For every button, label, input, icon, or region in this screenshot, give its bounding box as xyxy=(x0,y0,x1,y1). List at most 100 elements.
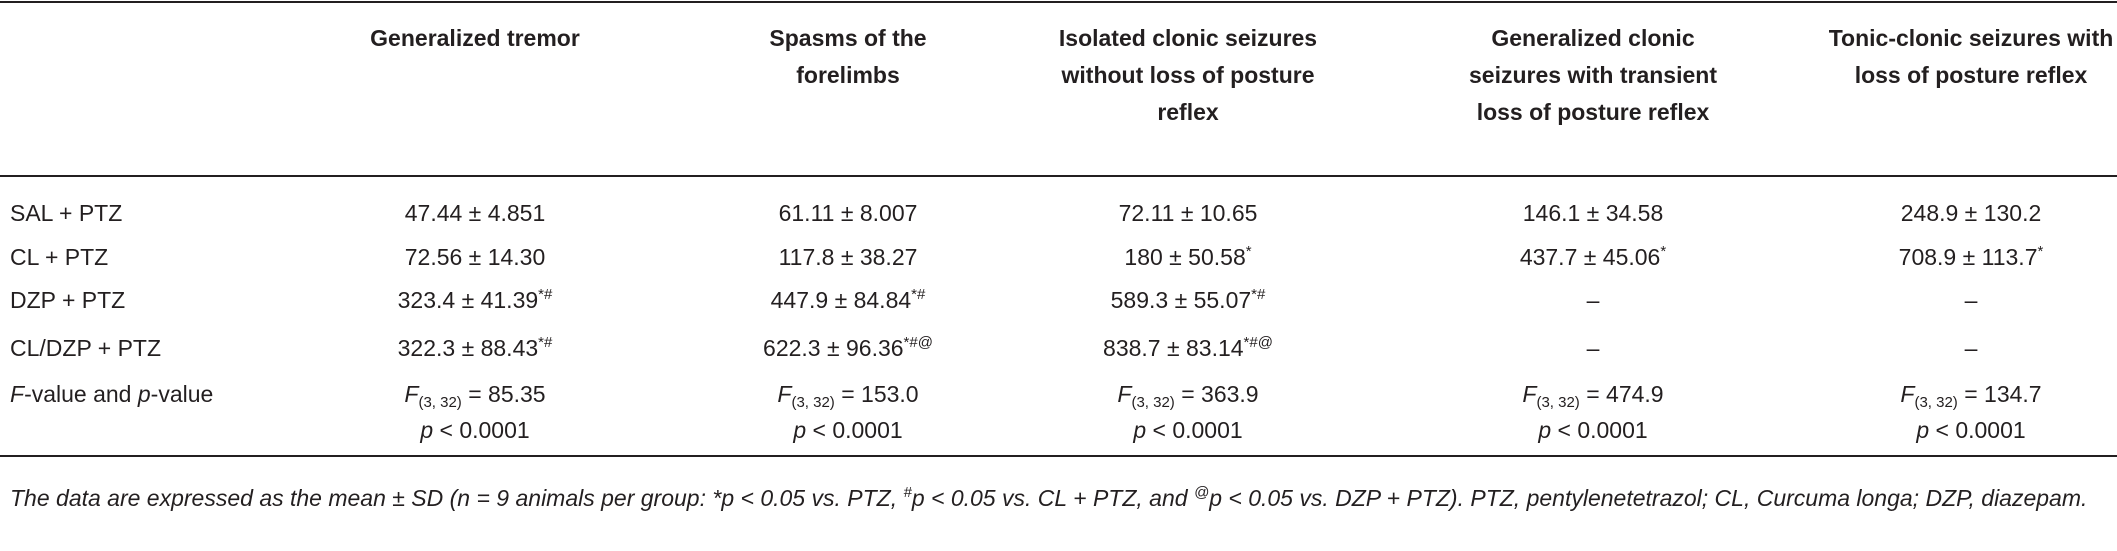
p-symbol: p xyxy=(793,417,807,443)
significance-mark: *#@ xyxy=(903,334,933,351)
stat-value: = 153.0 xyxy=(841,381,919,407)
cell-value: – xyxy=(1586,335,1600,361)
label-text: CL + PTZ xyxy=(10,244,109,270)
label-text: p xyxy=(137,381,151,407)
stat-symbol: F xyxy=(1522,381,1537,407)
p-value: < 0.0001 xyxy=(439,417,530,443)
label-text: -value and xyxy=(24,381,138,407)
stat-value: = 134.7 xyxy=(1964,381,2042,407)
stat-value: = 474.9 xyxy=(1586,381,1664,407)
significance-mark: * xyxy=(1660,243,1667,260)
p-symbol: p xyxy=(1538,417,1552,443)
row-label: DZP + PTZ xyxy=(10,282,125,318)
cell: 838.7 ± 83.14*#@ xyxy=(988,330,1388,366)
header-rule xyxy=(0,175,2117,177)
significance-mark: * xyxy=(1245,243,1252,260)
p-value: < 0.0001 xyxy=(1935,417,2026,443)
cell-value: 146.1 ± 34.58 xyxy=(1522,200,1664,226)
cell-value: 117.8 ± 38.27 xyxy=(778,244,918,270)
cell-value: 447.9 ± 84.84 xyxy=(770,287,912,313)
cell: 180 ± 50.58* xyxy=(988,239,1388,275)
column-header: Tonic-clonic seizures with loss of postu… xyxy=(1828,25,2114,88)
stat-symbol: F xyxy=(404,381,419,407)
label-text: SAL + PTZ xyxy=(10,200,123,226)
p-symbol: p xyxy=(1916,417,1930,443)
cell-value: 838.7 ± 83.14 xyxy=(1103,335,1244,361)
cell-value: 72.11 ± 10.65 xyxy=(1118,200,1258,226)
p-value: < 0.0001 xyxy=(1152,417,1243,443)
footnote-text: @ xyxy=(1193,484,1210,501)
p-value: < 0.0001 xyxy=(1557,417,1648,443)
cell: 589.3 ± 55.07*# xyxy=(988,282,1388,318)
degrees-of-freedom: (3, 32) xyxy=(1914,394,1958,411)
label-text: DZP + PTZ xyxy=(10,287,126,313)
column-header: Generalized tremor xyxy=(370,25,580,51)
cell: – xyxy=(1393,330,1793,366)
cell: F(3, 32) = 85.35 p < 0.0001 xyxy=(275,376,675,448)
cell: F(3, 32) = 474.9 p < 0.0001 xyxy=(1393,376,1793,448)
stat-value: = 363.9 xyxy=(1181,381,1259,407)
row-label: SAL + PTZ xyxy=(10,195,122,231)
cell: 72.11 ± 10.65 xyxy=(988,195,1388,231)
cell: – xyxy=(1771,330,2117,366)
significance-mark: *# xyxy=(538,334,553,351)
cell: – xyxy=(1393,282,1793,318)
cell: F(3, 32) = 134.7 p < 0.0001 xyxy=(1771,376,2117,448)
significance-mark: * xyxy=(2037,243,2044,260)
cell: 146.1 ± 34.58 xyxy=(1393,195,1793,231)
p-value: < 0.0001 xyxy=(812,417,903,443)
stat-symbol: F xyxy=(1900,381,1915,407)
column-header: Spasms of the forelimbs xyxy=(769,25,927,88)
footnote-text: p < 0.05 vs. DZP + PTZ). PTZ, pentylenet… xyxy=(1209,485,2088,511)
cell: 322.3 ± 88.43*# xyxy=(275,330,675,366)
stat-symbol: F xyxy=(777,381,792,407)
degrees-of-freedom: (3, 32) xyxy=(1536,394,1580,411)
footnote-text: The data are expressed as the mean ± SD … xyxy=(10,485,904,511)
cell-value: – xyxy=(1964,287,1978,313)
cell: 47.44 ± 4.851 xyxy=(275,195,675,231)
cell-value: 437.7 ± 45.06 xyxy=(1519,244,1661,270)
bottom-rule xyxy=(0,455,2117,457)
cell: F(3, 32) = 153.0 p < 0.0001 xyxy=(648,376,1048,448)
footnote-text: # xyxy=(903,484,912,501)
degrees-of-freedom: (3, 32) xyxy=(791,394,835,411)
degrees-of-freedom: (3, 32) xyxy=(1131,394,1175,411)
label-text: -value xyxy=(150,381,214,407)
cell: 248.9 ± 130.2 xyxy=(1771,195,2117,231)
significance-mark: *# xyxy=(538,286,553,303)
cell: F(3, 32) = 363.9 p < 0.0001 xyxy=(988,376,1388,448)
significance-mark: *# xyxy=(911,286,926,303)
cell-value: 708.9 ± 113.7 xyxy=(1898,244,2038,270)
cell: 61.11 ± 8.007 xyxy=(648,195,1048,231)
label-text: F xyxy=(10,381,25,407)
row-label: CL + PTZ xyxy=(10,239,108,275)
column-header: Generalized clonic seizures with transie… xyxy=(1469,25,1717,125)
cell: 117.8 ± 38.27 xyxy=(648,239,1048,275)
cell: 708.9 ± 113.7* xyxy=(1771,239,2117,275)
p-symbol: p xyxy=(1133,417,1147,443)
cell: 437.7 ± 45.06* xyxy=(1393,239,1793,275)
cell-value: 61.11 ± 8.007 xyxy=(778,200,918,226)
footnote: The data are expressed as the mean ± SD … xyxy=(10,482,2110,514)
significance-mark: *# xyxy=(1251,286,1266,303)
cell-value: 323.4 ± 41.39 xyxy=(397,287,539,313)
row-label: F-value and p-value xyxy=(10,376,213,412)
cell-value: – xyxy=(1586,287,1600,313)
top-rule xyxy=(0,1,2117,3)
cell: 72.56 ± 14.30 xyxy=(275,239,675,275)
column-header: Isolated clonic seizures without loss of… xyxy=(1058,25,1318,125)
label-text: CL/DZP + PTZ xyxy=(10,335,162,361)
cell-value: 589.3 ± 55.07 xyxy=(1110,287,1252,313)
cell: 447.9 ± 84.84*# xyxy=(648,282,1048,318)
degrees-of-freedom: (3, 32) xyxy=(418,394,462,411)
significance-mark: *#@ xyxy=(1243,334,1273,351)
p-symbol: p xyxy=(420,417,434,443)
cell: 622.3 ± 96.36*#@ xyxy=(648,330,1048,366)
cell-value: – xyxy=(1964,335,1978,361)
cell: – xyxy=(1771,282,2117,318)
cell-value: 47.44 ± 4.851 xyxy=(404,200,546,226)
cell-value: 180 ± 50.58 xyxy=(1124,244,1246,270)
cell-value: 248.9 ± 130.2 xyxy=(1900,200,2042,226)
cell-value: 622.3 ± 96.36 xyxy=(763,335,904,361)
